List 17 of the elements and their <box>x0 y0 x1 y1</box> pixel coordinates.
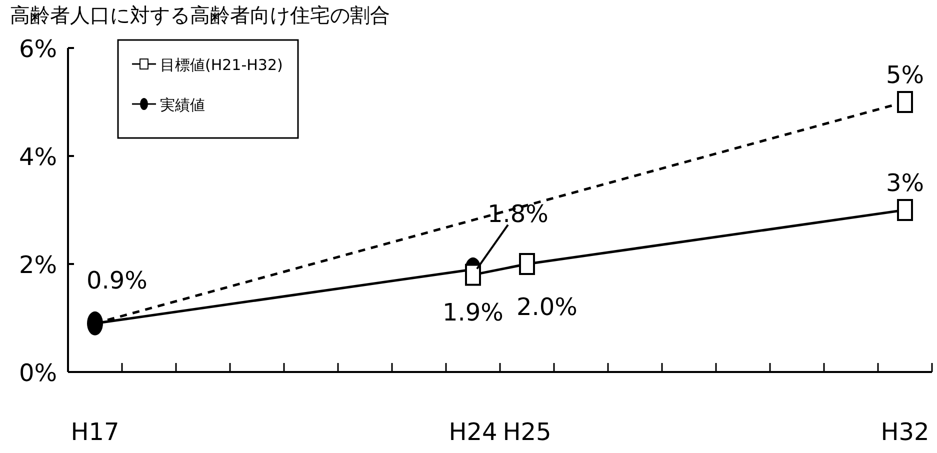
title: 高齢者人口に対する高齢者向け住宅の割合 <box>10 3 390 27</box>
x-tick-label: H24 <box>448 418 498 446</box>
y-tick-label: 4% <box>18 143 58 171</box>
data-label: 5% <box>886 61 924 89</box>
x-tick-label: H25 <box>502 418 552 446</box>
data-label: 1.9% <box>442 298 504 326</box>
y-tick-label: 0% <box>18 359 58 387</box>
y-tick-label: 2% <box>18 251 58 279</box>
y-tick-label: 6% <box>18 35 58 63</box>
legend-label: 実績値 <box>160 96 205 114</box>
x-tick-label: H17 <box>70 418 120 446</box>
data-label: 3% <box>886 169 924 197</box>
legend-label: 目標値(H21-H32) <box>160 56 283 74</box>
data-label: 2.0% <box>516 293 578 321</box>
x-tick-label: H32 <box>880 418 930 446</box>
data-label: 0.9% <box>86 266 148 294</box>
data-label: 1.8% <box>488 200 548 228</box>
